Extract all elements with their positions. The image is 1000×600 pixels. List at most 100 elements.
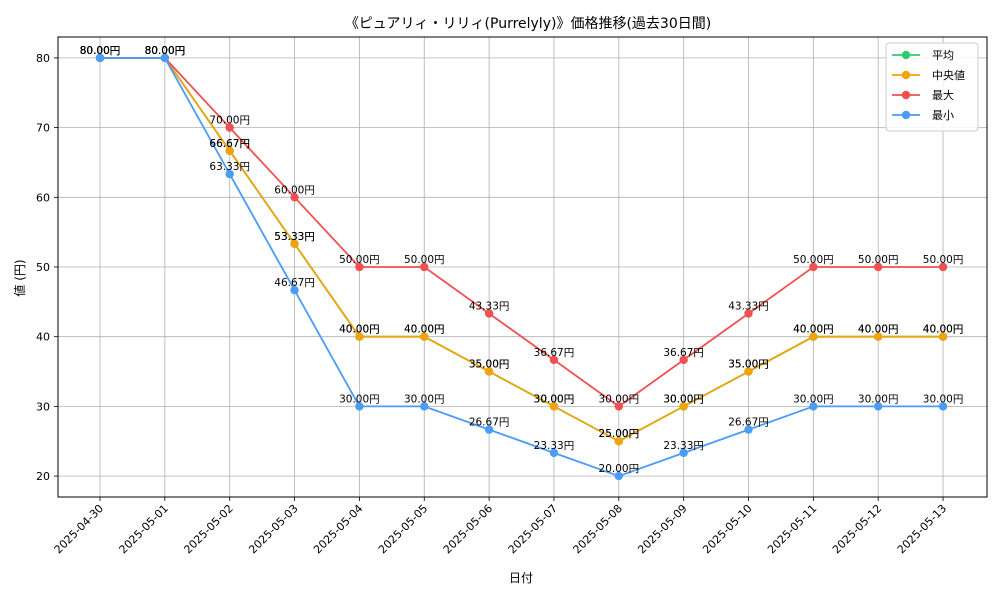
x-tick-label: 2025-05-01 (117, 502, 171, 556)
data-point (355, 262, 364, 272)
data-label: 30.00円 (858, 393, 899, 405)
legend-label: 平均 (932, 49, 954, 62)
data-point (679, 402, 688, 411)
legend-label: 中央値 (932, 69, 965, 82)
y-axis-ticks: 20 30 40 50 60 70 80 (36, 52, 58, 483)
legend-marker (901, 50, 911, 60)
data-label: 50.00円 (923, 254, 964, 266)
data-point (874, 332, 883, 341)
x-tick-label: 2025-04-30 (52, 502, 106, 556)
data-point (809, 262, 818, 272)
x-tick-label: 2025-05-02 (181, 502, 235, 556)
data-labels: 80.00円 80.00円 66.67円 53.33円 40.00円 40.00円 35.0… (80, 45, 964, 475)
data-label: 80.00円 (145, 45, 186, 57)
data-label: 50.00円 (793, 254, 834, 266)
data-label: 30.00円 (339, 393, 380, 405)
data-label: 40.00円 (404, 324, 445, 336)
data-label: 50.00円 (404, 254, 445, 266)
data-point (225, 169, 234, 179)
data-label: 50.00円 (858, 254, 899, 266)
data-point (484, 425, 494, 434)
data-label: 40.00円 (858, 324, 899, 336)
data-label: 35.00円 (728, 359, 769, 371)
data-label: 80.00円 (80, 45, 121, 57)
data-point (874, 262, 883, 272)
x-tick-label: 2025-05-12 (830, 502, 884, 556)
data-label: 20.00円 (599, 463, 640, 475)
data-point (938, 402, 948, 411)
data-label: 40.00円 (404, 324, 445, 336)
legend-marker (901, 90, 911, 100)
data-point (744, 425, 753, 434)
data-label: 80.00円 (80, 45, 121, 57)
data-label: 30.00円 (663, 393, 704, 405)
x-tick-label: 2025-05-08 (571, 502, 625, 556)
data-label: 66.67円 (209, 138, 250, 150)
data-point (160, 53, 170, 63)
data-label: 40.00円 (923, 324, 964, 336)
data-label: 36.67円 (534, 347, 575, 359)
data-point (484, 367, 494, 376)
y-axis-label: 値 (円) (12, 259, 27, 296)
legend-label: 最小 (932, 109, 954, 122)
data-label: 25.00円 (599, 428, 640, 440)
data-point (290, 286, 299, 295)
data-point (744, 309, 753, 318)
data-label: 80.00円 (80, 45, 121, 57)
data-label: 36.67円 (663, 347, 704, 359)
data-label: 63.33円 (209, 161, 250, 173)
y-tick-label: 60 (36, 191, 50, 204)
x-tick-label: 2025-05-10 (700, 502, 754, 556)
data-label: 23.33円 (534, 440, 575, 452)
data-label: 26.67円 (469, 417, 510, 429)
data-point (809, 402, 818, 411)
data-label: 35.00円 (469, 359, 510, 371)
data-label: 80.00円 (145, 45, 186, 57)
data-label: 40.00円 (793, 324, 834, 336)
x-tick-label: 2025-05-07 (506, 502, 560, 556)
data-point (420, 332, 429, 341)
x-tick-label: 2025-05-09 (635, 502, 689, 556)
data-point (484, 309, 494, 318)
data-point (679, 355, 688, 365)
data-point (744, 367, 753, 376)
data-point (549, 355, 559, 365)
legend-label: 最大 (932, 88, 954, 102)
legend-marker (901, 110, 911, 120)
x-tick-label: 2025-05-05 (376, 502, 430, 556)
data-point (420, 262, 429, 272)
data-point (614, 437, 623, 446)
data-label: 30.00円 (534, 393, 575, 405)
data-label: 23.33円 (663, 440, 704, 452)
data-label: 40.00円 (793, 324, 834, 336)
data-label: 35.00円 (469, 359, 510, 371)
data-point (679, 448, 688, 458)
data-point (874, 402, 883, 411)
data-point (614, 402, 623, 411)
data-point (355, 402, 364, 411)
data-label: 80.00円 (145, 45, 186, 57)
data-point (549, 402, 559, 411)
series-line-最大 (100, 57, 944, 408)
data-label: 30.00円 (404, 393, 445, 405)
x-axis-label: 日付 (509, 571, 533, 585)
data-label: 70.00円 (209, 115, 250, 127)
data-label: 43.33円 (728, 300, 769, 312)
series-line-最小 (100, 57, 944, 478)
x-tick-label: 2025-05-11 (765, 502, 819, 556)
y-tick-label: 50 (36, 261, 50, 274)
data-label: 40.00円 (923, 324, 964, 336)
data-point (938, 262, 948, 272)
series-line-中央値 (100, 57, 944, 443)
data-label: 30.00円 (923, 393, 964, 405)
x-tick-label: 2025-05-03 (246, 502, 300, 556)
y-tick-label: 80 (36, 52, 50, 65)
data-point (225, 146, 234, 156)
x-axis-ticks: 2025-04-30 2025-05-01 2025-05-02 2025-05-03… (52, 497, 949, 556)
data-label: 53.33円 (274, 231, 315, 243)
data-label: 66.67円 (209, 138, 250, 150)
data-label: 30.00円 (534, 393, 575, 405)
data-label: 50.00円 (339, 254, 380, 266)
data-point (290, 193, 299, 202)
data-label: 35.00円 (728, 359, 769, 371)
